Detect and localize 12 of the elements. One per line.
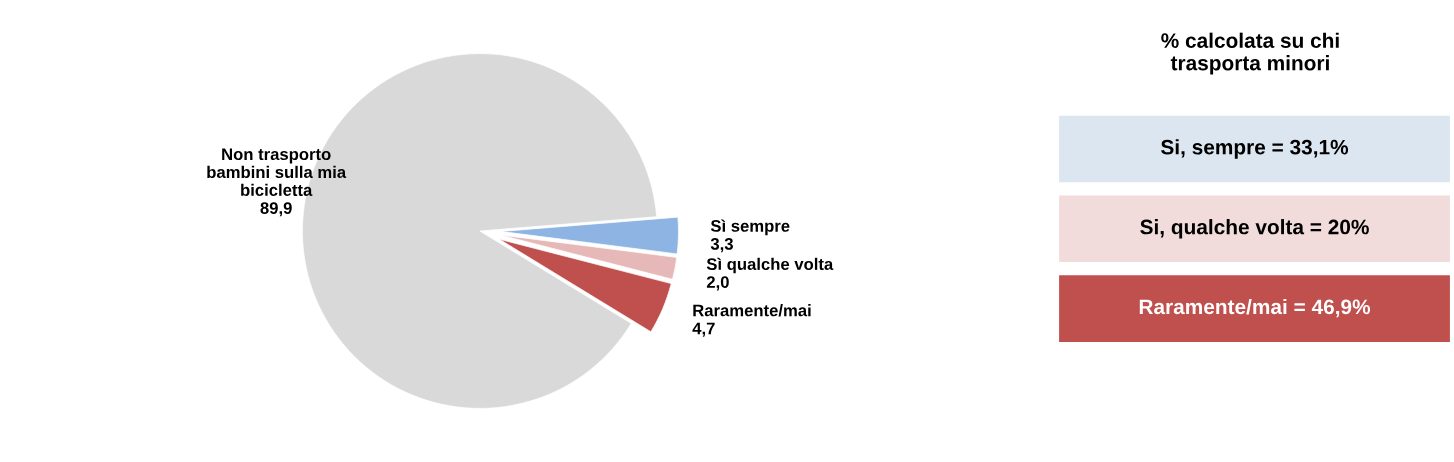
- text: % calcolata su chi trasporta minori: [1161, 32, 1339, 75]
- data-label: 89,9: [260, 202, 292, 217]
- slice-label: Sì sempre: [710, 219, 790, 236]
- data-label: 4,7: [692, 322, 715, 337]
- data-label: 2,0: [706, 276, 729, 291]
- data-label: 3,3: [710, 237, 733, 253]
- slice-label: Sì qualche volta: [706, 257, 834, 274]
- text: Si, qualche volta = 20%: [1140, 219, 1369, 239]
- text: Si, sempre = 33,1%: [1161, 139, 1349, 159]
- text: Raramente/mai = 46,9%: [1139, 298, 1371, 318]
- slice-label: Raramente/mai: [693, 304, 811, 317]
- slice-label: Non trasporto bambini sulla mia bicicletta: [207, 148, 347, 196]
